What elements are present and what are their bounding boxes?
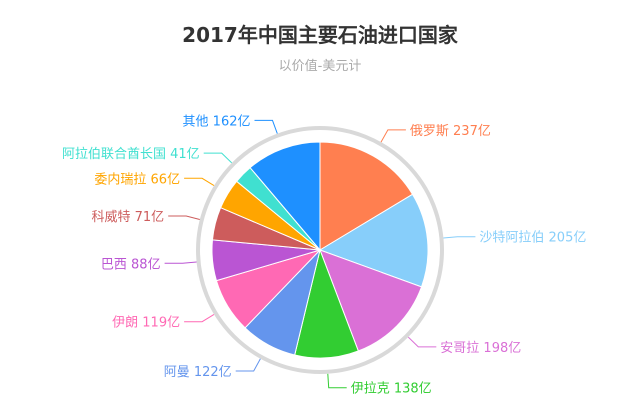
pie-slice[interactable] <box>318 193 429 288</box>
leader-line <box>254 119 278 134</box>
leader-line <box>168 215 200 220</box>
pie-slice[interactable] <box>319 141 414 251</box>
leader-line <box>443 236 476 239</box>
pie-slice[interactable] <box>249 141 321 252</box>
slice-label: 委内瑞拉 66亿 <box>94 171 180 187</box>
slice-label: 其他 162亿 <box>183 114 251 129</box>
leader-line <box>184 313 215 323</box>
slice-label: 伊朗 119亿 <box>112 316 180 331</box>
slice-label: 伊拉克 138亿 <box>351 382 432 397</box>
chart-title: 2017年中国主要石油进口国家 <box>182 23 459 47</box>
leader-line <box>380 129 406 143</box>
pie-slice[interactable] <box>319 249 423 352</box>
pie-slices <box>211 141 429 359</box>
leader-line <box>184 177 215 187</box>
slice-label: 安哥拉 198亿 <box>440 341 521 356</box>
leader-line <box>327 373 347 389</box>
leader-line <box>235 358 261 372</box>
pie-outer-ring <box>196 126 444 374</box>
chart-subtitle: 以价值-美元计 <box>279 58 362 74</box>
slice-label: 阿曼 122亿 <box>164 365 232 380</box>
slice-label: 阿拉伯联合酋长国 41亿 <box>62 146 200 162</box>
leader-line <box>203 152 233 164</box>
leader-line <box>407 336 437 348</box>
leader-line <box>164 261 197 264</box>
slice-label: 俄罗斯 237亿 <box>410 124 491 139</box>
slice-label: 巴西 88亿 <box>101 257 161 272</box>
slice-label: 沙特阿拉伯 205亿 <box>479 231 586 246</box>
slice-label: 科威特 71亿 <box>92 210 165 225</box>
